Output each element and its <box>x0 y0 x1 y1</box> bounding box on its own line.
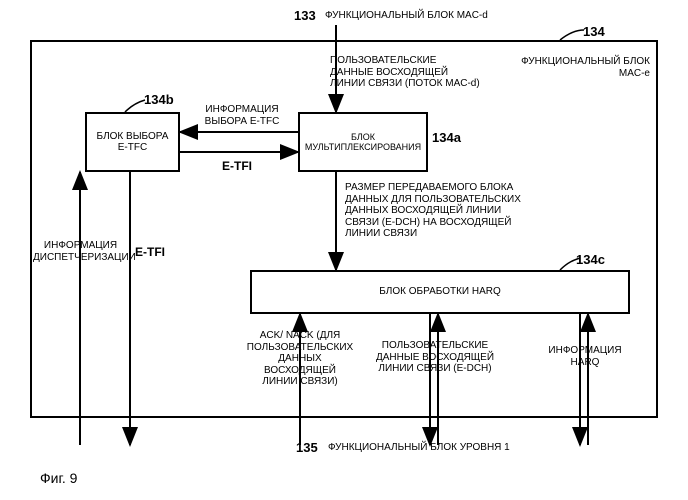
etfc-block: БЛОК ВЫБОРА E-TFC <box>85 112 180 172</box>
label-etfc-info: ИНФОРМАЦИЯ ВЫБОРА E-TFC <box>192 104 292 127</box>
ref-134c: 134c <box>576 252 605 267</box>
label-mac-d: ФУНКЦИОНАЛЬНЫЙ БЛОК MAC-d <box>325 10 488 22</box>
ref-134b: 134b <box>144 92 174 107</box>
label-layer1: ФУНКЦИОНАЛЬНЫЙ БЛОК УРОВНЯ 1 <box>328 442 510 454</box>
mux-block-text: БЛОК МУЛЬТИПЛЕКСИРОВАНИЯ <box>304 132 422 153</box>
label-etfi: E-TFI <box>222 160 252 174</box>
ref-134: 134 <box>583 24 605 39</box>
mux-block: БЛОК МУЛЬТИПЛЕКСИРОВАНИЯ <box>298 112 428 172</box>
label-macd-flow: ПОЛЬЗОВАТЕЛЬСКИЕ ДАННЫЕ ВОСХОДЯЩЕЙ ЛИНИИ… <box>330 55 480 90</box>
ref-135: 135 <box>296 440 318 455</box>
label-tb-size: РАЗМЕР ПЕРЕДАВАЕМОГО БЛОКА ДАННЫХ ДЛЯ ПО… <box>345 182 521 240</box>
ref-134a: 134a <box>432 130 461 145</box>
harq-block: БЛОК ОБРАБОТКИ HARQ <box>250 270 630 314</box>
label-mac-e: ФУНКЦИОНАЛЬНЫЙ БЛОК MAC-e <box>500 56 650 79</box>
label-ack-nack: ACK/ NACK (ДЛЯ ПОЛЬЗОВАТЕЛЬСКИХ ДАННЫХ В… <box>240 330 360 388</box>
ref-133: 133 <box>294 8 316 23</box>
label-edch-up: ПОЛЬЗОВАТЕЛЬСКИЕ ДАННЫЕ ВОСХОДЯЩЕЙ ЛИНИИ… <box>370 340 500 375</box>
label-etfi-down: E-TFI <box>135 246 165 260</box>
etfc-block-text: БЛОК ВЫБОРА E-TFC <box>91 131 174 154</box>
label-harq-info: ИНФОРМАЦИЯ HARQ <box>540 345 630 368</box>
label-sched-info: ИНФОРМАЦИЯ ДИСПЕТЧЕРИЗАЦИИ <box>33 240 128 263</box>
figure-caption: Фиг. 9 <box>40 470 77 486</box>
harq-block-text: БЛОК ОБРАБОТКИ HARQ <box>379 286 501 298</box>
